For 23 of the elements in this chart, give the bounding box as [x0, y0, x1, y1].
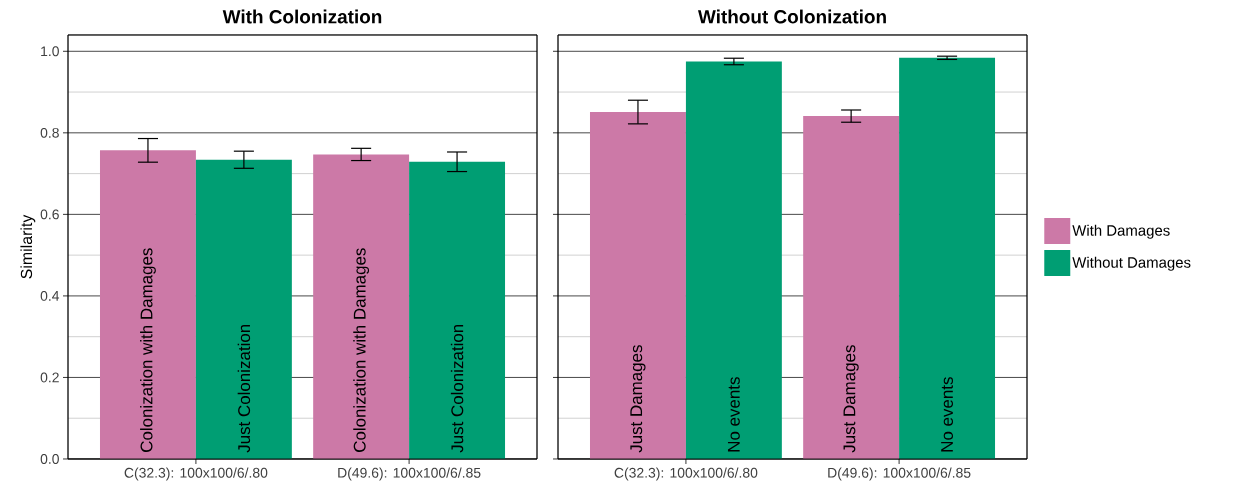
- y-tick-label: 0.6: [40, 209, 59, 220]
- legend-label: With Damages: [1072, 224, 1170, 239]
- chart-title: With Colonization: [222, 9, 382, 24]
- x-tick-label: D(49.6): 100x100/6/.85: [338, 467, 481, 481]
- annotation: Just Colonization: [237, 324, 251, 453]
- chart-title: Without Colonization: [697, 9, 886, 24]
- annotation: Just Colonization: [450, 324, 464, 453]
- x-tick-label: C(32.3): 100x100/6/.80: [614, 467, 758, 481]
- y-tick-label: 0.2: [40, 372, 59, 383]
- x-tick-label: C(32.3): 100x100/6/.80: [124, 467, 268, 481]
- legend-label: Without Damages: [1072, 256, 1191, 271]
- y-tick-label: 0.4: [40, 290, 60, 301]
- y-tick-label: 0.8: [40, 127, 59, 138]
- annotation: Just Damages: [630, 345, 646, 453]
- x-tick-label: D(49.6): 100x100/6/.85: [828, 467, 971, 481]
- annotation: Colonization with Damages: [353, 248, 370, 452]
- y-tick-label: 1.0: [41, 46, 59, 57]
- annotation: Just Damages: [843, 345, 859, 453]
- annotation: No events: [727, 377, 740, 452]
- y-axis-title: Similarity: [20, 214, 36, 279]
- annotation: No events: [941, 377, 953, 452]
- y-tick-label: 0.0: [40, 454, 59, 464]
- annotation: Colonization with Damages: [140, 248, 156, 452]
